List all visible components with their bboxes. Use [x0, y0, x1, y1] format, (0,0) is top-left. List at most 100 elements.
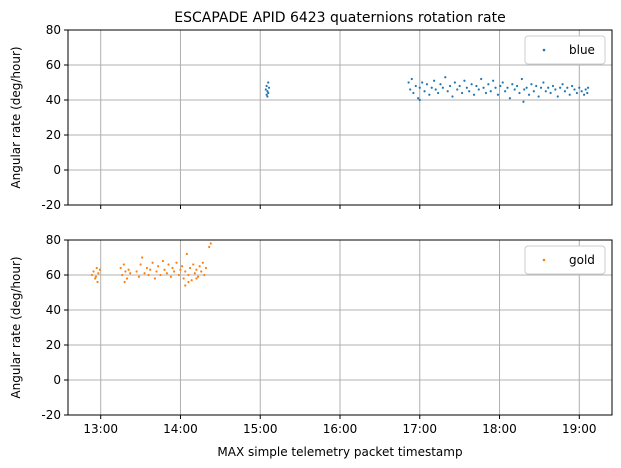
blue-data-point	[568, 93, 571, 96]
gold-data-point	[167, 263, 170, 266]
blue-data-point	[266, 90, 269, 93]
blue-data-point	[264, 88, 267, 91]
blue-data-point	[566, 86, 569, 89]
blue-data-point	[494, 86, 497, 89]
blue-data-point	[460, 91, 464, 95]
gold-data-point	[147, 273, 150, 277]
blue-data-point	[458, 84, 461, 88]
x-tick-label: 14:00	[163, 422, 198, 436]
gold-data-point	[145, 266, 149, 270]
legend-label: blue	[569, 43, 595, 57]
gold-data-point	[193, 272, 196, 275]
gold-data-point	[209, 242, 212, 245]
blue-data-point	[451, 95, 454, 98]
gold-data-point	[163, 268, 166, 271]
gold-data-point	[172, 270, 176, 273]
blue-data-point	[535, 84, 538, 88]
blue-data-point	[477, 88, 480, 91]
gold-data-point	[182, 277, 185, 280]
gold-data-point	[127, 268, 130, 271]
blue-data-point	[434, 88, 437, 91]
blue-data-point	[530, 83, 533, 86]
gold-data-point	[95, 266, 98, 270]
y-tick-label: 60	[46, 58, 61, 72]
gold-data-point	[139, 263, 142, 266]
blue-data-point	[265, 93, 268, 96]
gold-data-point	[195, 277, 198, 280]
blue-data-point	[267, 86, 271, 89]
blue-data-point	[508, 97, 512, 100]
blue-data-point	[554, 88, 557, 91]
y-axis-label: Angular rate (deg/hour)	[9, 46, 23, 188]
blue-data-point	[518, 91, 521, 95]
gold-data-point	[179, 268, 182, 271]
gold-data-point	[129, 272, 132, 275]
gold-data-point	[90, 273, 94, 277]
blue-data-point	[463, 79, 466, 82]
legend-label: gold	[569, 253, 595, 267]
blue-data-point	[520, 77, 523, 81]
y-tick-label: 0	[53, 373, 61, 387]
gold-data-point	[143, 272, 146, 275]
gold-data-point	[196, 275, 200, 278]
gold-data-point	[165, 272, 169, 275]
blue-data-point	[561, 83, 564, 86]
blue-data-point	[547, 86, 550, 89]
gold-data-point	[185, 252, 188, 256]
x-tick-label: 17:00	[402, 422, 437, 436]
blue-data-point	[492, 79, 495, 82]
gold-data-point	[157, 265, 160, 268]
x-axis-label: MAX simple telemetry packet timestamp	[217, 445, 462, 459]
gold-data-point	[137, 275, 141, 278]
gold-data-point	[123, 280, 126, 284]
legend-box	[524, 245, 606, 275]
y-tick-label: 80	[46, 23, 61, 37]
blue-data-point	[470, 83, 473, 86]
gold-data-point	[119, 266, 122, 270]
blue-data-point	[575, 91, 579, 95]
blue-data-point	[578, 86, 581, 89]
blue-data-point	[265, 84, 268, 88]
axes-frame	[67, 239, 613, 416]
blue-data-point	[544, 90, 547, 93]
y-tick-label: 40	[46, 93, 61, 107]
y-tick-label: -20	[41, 198, 61, 212]
gold-data-point	[98, 268, 102, 271]
blue-data-point	[571, 84, 574, 88]
x-tick-label: 15:00	[243, 422, 278, 436]
gold-data-point	[190, 279, 193, 282]
blue-data-point	[412, 91, 415, 95]
blue-data-point	[456, 88, 459, 91]
blue-data-point	[563, 90, 567, 93]
gold-data-point	[187, 273, 190, 277]
blue-data-point	[584, 88, 587, 91]
gold-data-point	[125, 277, 129, 280]
gold-data-point	[175, 261, 178, 264]
blue-data-point	[537, 95, 540, 98]
blue-data-point	[410, 77, 413, 81]
blue-data-point	[496, 93, 500, 96]
legend-box	[524, 35, 606, 65]
gold-data-point	[141, 256, 144, 259]
y-tick-label: 0	[53, 163, 61, 177]
legend-marker	[542, 48, 546, 52]
gold-data-point	[161, 259, 165, 263]
blue-data-point	[437, 91, 440, 95]
blue-data-point	[453, 81, 456, 84]
blue-data-point	[428, 93, 431, 96]
y-tick-label: 80	[46, 233, 61, 247]
legend: blue	[524, 35, 606, 65]
blue-data-point	[582, 93, 586, 96]
gold-data-point	[149, 268, 152, 271]
gold-data-point	[121, 273, 124, 277]
blue-data-point	[525, 86, 528, 89]
gold-data-point	[97, 272, 100, 275]
blue-data-point	[487, 83, 490, 86]
x-tick-label: 19:00	[562, 422, 597, 436]
gold-data-point	[124, 270, 127, 273]
gold-data-point	[184, 284, 187, 287]
gold-data-point	[169, 275, 172, 278]
blue-data-point	[573, 88, 576, 91]
blue-data-point	[441, 86, 444, 89]
blue-data-point	[489, 90, 492, 93]
